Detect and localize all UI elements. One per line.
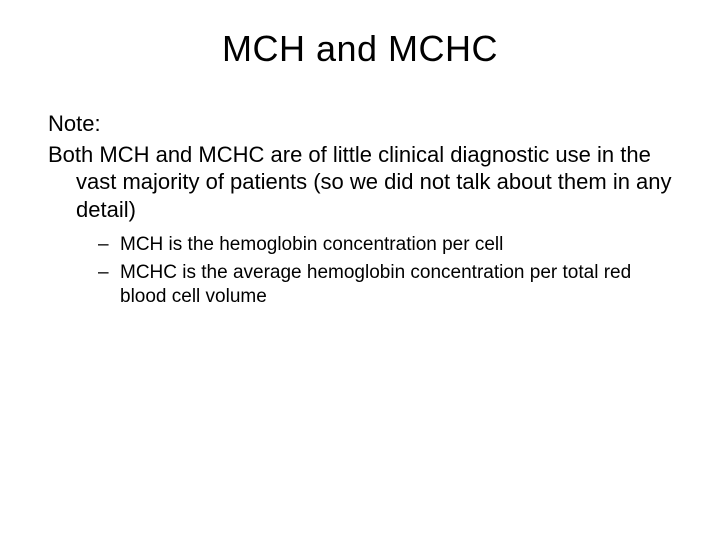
list-item: MCHC is the average hemoglobin concentra…	[120, 261, 672, 309]
main-paragraph: Both MCH and MCHC are of little clinical…	[48, 141, 672, 224]
bullet-list: MCH is the hemoglobin concentration per …	[48, 233, 672, 308]
note-label: Note:	[48, 110, 672, 139]
slide-body: Note: Both MCH and MCHC are of little cl…	[48, 110, 672, 308]
list-item: MCH is the hemoglobin concentration per …	[120, 233, 672, 257]
slide-title: MCH and MCHC	[48, 28, 672, 70]
slide-container: MCH and MCHC Note: Both MCH and MCHC are…	[0, 0, 720, 540]
